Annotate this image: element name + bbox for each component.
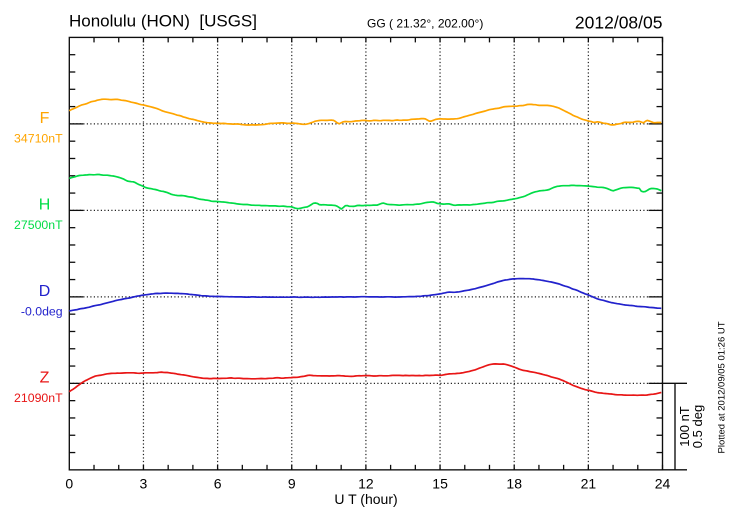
svg-text:F: F: [40, 110, 50, 127]
svg-text:6: 6: [214, 476, 222, 492]
svg-text:21090nT: 21090nT: [14, 391, 63, 405]
svg-text:U T (hour): U T (hour): [334, 491, 397, 507]
svg-text:12: 12: [358, 476, 374, 492]
svg-text:Z: Z: [40, 370, 50, 387]
svg-text:0: 0: [65, 476, 73, 492]
svg-text:Plotted at 2012/09/05 01:26 UT: Plotted at 2012/09/05 01:26 UT: [717, 321, 728, 453]
svg-text:24: 24: [655, 476, 671, 492]
svg-text:GG ( 21.32°, 202.00°): GG ( 21.32°, 202.00°): [367, 17, 483, 31]
svg-text:2012/08/05: 2012/08/05: [575, 13, 663, 33]
svg-text:3: 3: [140, 476, 148, 492]
svg-text:15: 15: [432, 476, 448, 492]
svg-text:100 nT: 100 nT: [677, 406, 692, 447]
svg-text:D: D: [39, 283, 51, 300]
svg-text:27500nT: 27500nT: [14, 218, 63, 232]
svg-text:21: 21: [581, 476, 597, 492]
svg-text:34710nT: 34710nT: [14, 132, 63, 146]
svg-text:-0.0deg: -0.0deg: [21, 305, 63, 319]
svg-text:18: 18: [506, 476, 522, 492]
svg-text:0.5 deg: 0.5 deg: [690, 405, 705, 448]
svg-text:9: 9: [288, 476, 296, 492]
svg-text:Honolulu (HON) [USGS]: Honolulu (HON) [USGS]: [69, 12, 257, 31]
svg-text:H: H: [39, 197, 51, 214]
